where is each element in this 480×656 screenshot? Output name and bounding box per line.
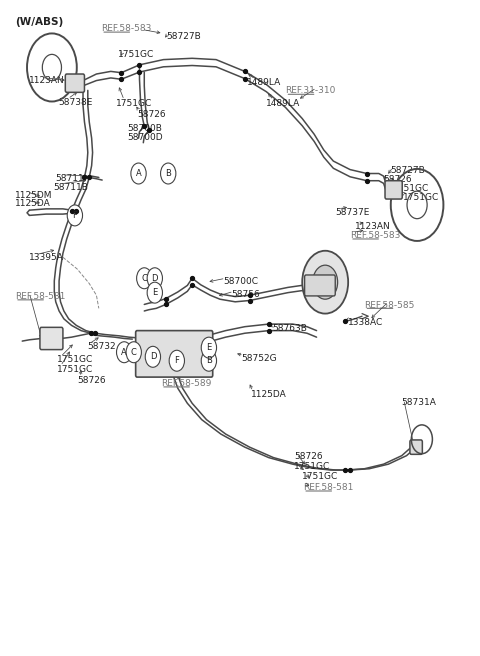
Text: 58711: 58711 <box>56 173 84 182</box>
Text: REF.58-583: REF.58-583 <box>101 24 152 33</box>
Text: 1123AN: 1123AN <box>355 222 391 231</box>
Circle shape <box>131 163 146 184</box>
Text: 58700C: 58700C <box>223 277 258 286</box>
FancyBboxPatch shape <box>40 327 63 350</box>
Text: 58726: 58726 <box>384 175 412 184</box>
Text: D: D <box>152 274 158 283</box>
Text: 58726: 58726 <box>77 376 106 385</box>
FancyBboxPatch shape <box>305 275 335 296</box>
Text: 58700B: 58700B <box>128 124 162 133</box>
Text: REF.58-589: REF.58-589 <box>161 379 211 388</box>
Circle shape <box>117 342 132 363</box>
Circle shape <box>201 350 216 371</box>
FancyBboxPatch shape <box>65 74 84 92</box>
Text: 58726: 58726 <box>294 453 323 461</box>
Text: 13395A: 13395A <box>29 253 64 262</box>
Text: REF.58-581: REF.58-581 <box>15 292 65 301</box>
Text: B: B <box>206 356 212 365</box>
Text: 1751GC: 1751GC <box>403 193 439 202</box>
Text: (W/ABS): (W/ABS) <box>15 17 63 27</box>
Circle shape <box>145 346 160 367</box>
Text: E: E <box>206 343 212 352</box>
Text: 58756: 58756 <box>231 290 260 299</box>
Circle shape <box>169 350 184 371</box>
Text: 58727B: 58727B <box>166 32 201 41</box>
Circle shape <box>137 268 152 289</box>
Text: 58711B: 58711B <box>53 182 88 192</box>
Text: 58700D: 58700D <box>128 133 163 142</box>
Text: 1751GC: 1751GC <box>116 99 152 108</box>
Text: REF.58-585: REF.58-585 <box>364 300 415 310</box>
Text: 1751GC: 1751GC <box>57 356 94 365</box>
FancyBboxPatch shape <box>410 440 422 455</box>
Text: 58738E: 58738E <box>58 98 93 106</box>
Text: 1751GC: 1751GC <box>118 51 154 60</box>
Text: 1125DM: 1125DM <box>15 190 52 199</box>
Circle shape <box>147 282 162 303</box>
Text: 1338AC: 1338AC <box>348 318 383 327</box>
Text: 58737E: 58737E <box>336 207 370 216</box>
Text: C: C <box>141 274 147 283</box>
Circle shape <box>160 163 176 184</box>
Text: A: A <box>136 169 142 178</box>
Text: 58732: 58732 <box>87 342 116 352</box>
Circle shape <box>126 342 142 363</box>
Text: 1489LA: 1489LA <box>247 78 281 87</box>
Text: 1751GC: 1751GC <box>302 472 338 481</box>
Text: 58731A: 58731A <box>402 398 437 407</box>
Circle shape <box>313 265 337 299</box>
Text: F: F <box>72 211 77 220</box>
Text: 1751GC: 1751GC <box>57 365 94 374</box>
Text: B: B <box>165 169 171 178</box>
Text: E: E <box>152 288 157 297</box>
Text: 58726: 58726 <box>137 110 166 119</box>
Text: REF.58-583: REF.58-583 <box>350 231 400 240</box>
Text: D: D <box>150 352 156 361</box>
Text: C: C <box>131 348 137 357</box>
Text: F: F <box>174 356 179 365</box>
FancyBboxPatch shape <box>385 180 402 199</box>
Circle shape <box>302 251 348 314</box>
Circle shape <box>67 205 83 226</box>
Text: A: A <box>121 348 127 357</box>
Text: 58727B: 58727B <box>391 166 425 174</box>
FancyBboxPatch shape <box>136 331 213 377</box>
Text: REF.31-310: REF.31-310 <box>286 87 336 96</box>
Circle shape <box>201 337 216 358</box>
Text: 58763B: 58763B <box>273 324 307 333</box>
Circle shape <box>147 268 162 289</box>
Text: 58752G: 58752G <box>241 354 277 363</box>
Text: 1125DA: 1125DA <box>251 390 286 400</box>
Text: 1125DA: 1125DA <box>15 199 51 208</box>
Text: 1751GC: 1751GC <box>393 184 430 193</box>
Text: 1123AN: 1123AN <box>29 76 65 85</box>
Text: 1751GC: 1751GC <box>294 462 330 471</box>
Text: 1489LA: 1489LA <box>266 99 300 108</box>
Text: REF.58-581: REF.58-581 <box>303 483 354 492</box>
